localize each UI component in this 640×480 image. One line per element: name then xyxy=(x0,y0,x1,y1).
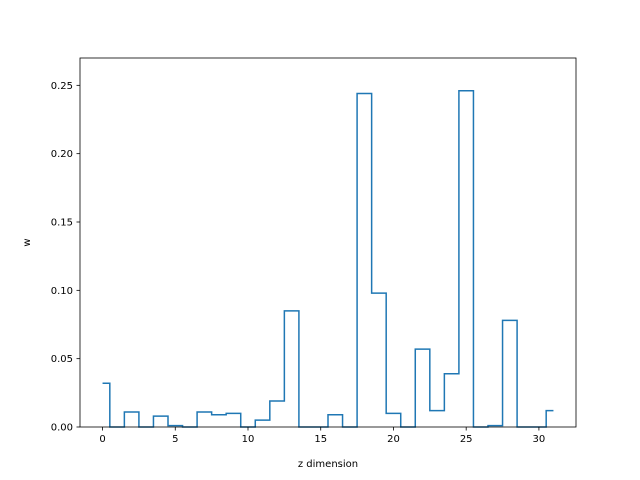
y-tick-label: 0.15 xyxy=(51,218,73,229)
axis-ticks: 0 5 10 15 20 25 30 0.00 0.05 0.10 0.15 0.20 0.25 xyxy=(51,81,546,445)
x-tick-label: 0 xyxy=(99,434,105,445)
y-tick-label: 0.25 xyxy=(51,81,73,92)
y-tick-label: 0.05 xyxy=(51,354,73,365)
series-line xyxy=(102,90,554,428)
x-tick-label: 30 xyxy=(533,434,546,445)
x-tick-label: 5 xyxy=(172,434,178,445)
plot-area xyxy=(102,90,554,428)
y-tick-label: 0.20 xyxy=(51,149,73,160)
axes-frame xyxy=(79,57,577,428)
x-tick-label: 20 xyxy=(387,434,400,445)
x-tick-label: 25 xyxy=(460,434,473,445)
y-tick-label: 0.10 xyxy=(51,286,73,297)
y-tick-label: 0.00 xyxy=(51,423,73,434)
x-axis-label: z dimension xyxy=(298,459,358,470)
x-tick-label: 15 xyxy=(314,434,327,445)
y-axis-label: w xyxy=(22,238,33,246)
x-tick-label: 10 xyxy=(242,434,255,445)
